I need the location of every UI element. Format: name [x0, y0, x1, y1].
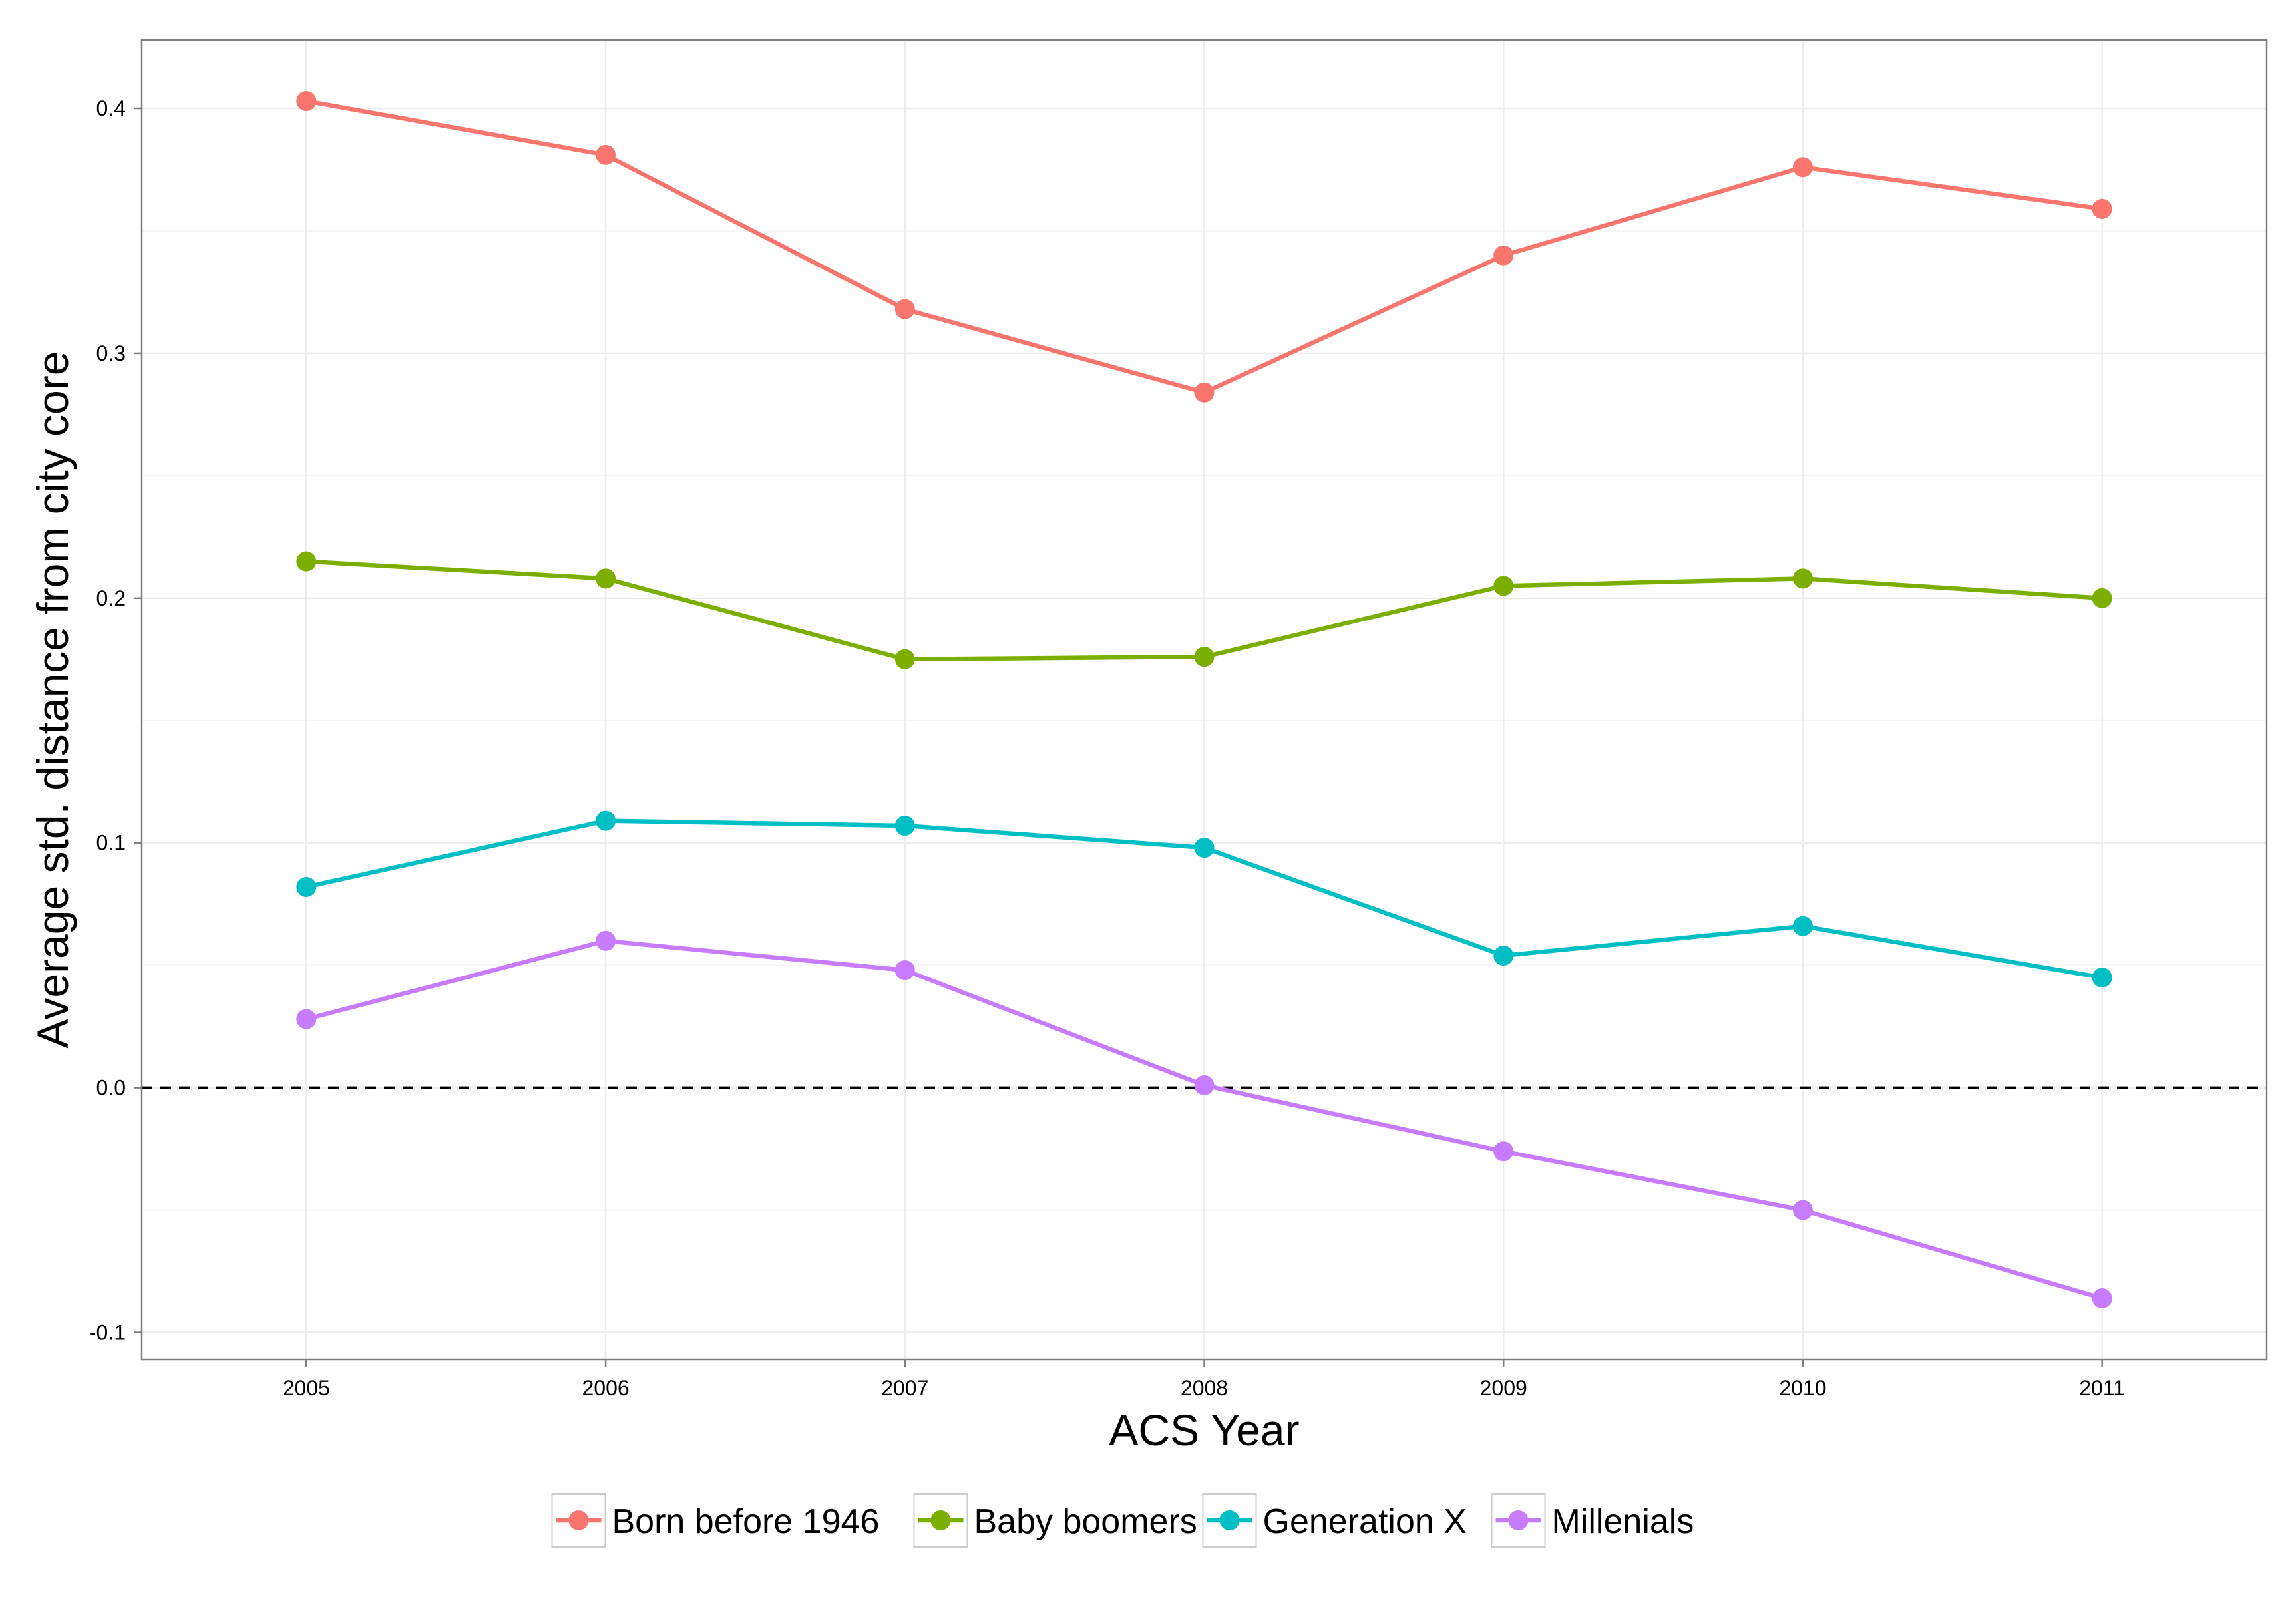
x-tick-label: 2007 — [881, 1376, 928, 1400]
data-point-generation-x-2008 — [1194, 838, 1215, 858]
legend: Born before 1946 Baby boomers Generation X… — [551, 1493, 1694, 1548]
series-group — [296, 90, 2112, 1309]
x-tick-label: 2009 — [1480, 1376, 1527, 1400]
data-point-born-before-1946-2005 — [296, 90, 317, 111]
legend-label: Generation X — [1263, 1503, 1467, 1541]
data-point-generation-x-2010 — [1792, 916, 1813, 936]
legend-key-point — [1508, 1510, 1529, 1530]
series-millenials — [296, 930, 2112, 1309]
data-point-millenials-2008 — [1194, 1075, 1215, 1095]
legend-label: Millenials — [1552, 1503, 1694, 1541]
y-tick-label: 0.2 — [96, 586, 126, 610]
data-point-generation-x-2011 — [2092, 968, 2112, 988]
data-point-baby-boomers-2011 — [2092, 588, 2112, 608]
data-point-millenials-2010 — [1792, 1200, 1813, 1220]
legend-label: Baby boomers — [974, 1503, 1197, 1541]
legend-key-point — [568, 1510, 589, 1530]
data-point-baby-boomers-2005 — [296, 551, 317, 572]
x-tick-label: 2005 — [283, 1376, 330, 1400]
y-axis: -0.1 0.0 0.1 0.2 0.3 0.4 — [89, 96, 142, 1345]
legend-item-born-before-1946: Born before 1946 — [551, 1493, 880, 1548]
data-point-baby-boomers-2006 — [596, 568, 616, 589]
y-tick-label: 0.0 — [96, 1076, 126, 1100]
x-axis-title: ACS Year — [1109, 1405, 1299, 1455]
data-point-baby-boomers-2010 — [1792, 568, 1813, 589]
data-point-generation-x-2005 — [296, 876, 317, 897]
series-born-before-1946 — [296, 90, 2112, 403]
x-axis: 2005 2006 2007 2008 2009 2010 2011 — [283, 1359, 2125, 1400]
y-tick-label: 0.4 — [96, 96, 126, 120]
data-point-millenials-2009 — [1493, 1141, 1514, 1162]
data-point-millenials-2007 — [894, 960, 915, 981]
major-gridlines — [142, 40, 2267, 1359]
x-tick-label: 2008 — [1181, 1376, 1228, 1400]
data-point-generation-x-2009 — [1493, 945, 1514, 966]
y-tick-label: -0.1 — [89, 1321, 126, 1345]
data-point-baby-boomers-2009 — [1493, 576, 1514, 596]
x-tick-label: 2010 — [1779, 1376, 1826, 1400]
data-point-born-before-1946-2010 — [1792, 157, 1813, 178]
data-point-born-before-1946-2007 — [894, 299, 915, 319]
data-point-millenials-2011 — [2092, 1288, 2112, 1309]
legend-item-millenials: Millenials — [1491, 1493, 1694, 1548]
series-baby-boomers — [296, 551, 2112, 669]
data-point-born-before-1946-2008 — [1194, 382, 1215, 403]
legend-item-baby-boomers: Baby boomers — [913, 1493, 1197, 1548]
data-point-baby-boomers-2008 — [1194, 647, 1215, 667]
legend-item-generation-x: Generation X — [1202, 1493, 1467, 1548]
series-generation-x — [296, 810, 2112, 988]
y-tick-label: 0.1 — [96, 831, 126, 855]
data-point-baby-boomers-2007 — [894, 649, 915, 669]
data-point-born-before-1946-2011 — [2092, 198, 2112, 219]
legend-key-point — [930, 1510, 951, 1530]
legend-label: Born before 1946 — [612, 1503, 880, 1541]
y-axis-title: Average std. distance from city core — [28, 351, 77, 1049]
data-point-generation-x-2007 — [894, 815, 915, 836]
data-point-millenials-2006 — [596, 930, 616, 951]
y-tick-label: 0.3 — [96, 341, 126, 365]
data-point-millenials-2005 — [296, 1009, 317, 1029]
data-point-generation-x-2006 — [596, 810, 616, 831]
x-tick-label: 2011 — [2079, 1376, 2125, 1400]
x-tick-label: 2006 — [582, 1376, 629, 1400]
data-point-born-before-1946-2009 — [1493, 245, 1514, 266]
legend-key-point — [1219, 1510, 1240, 1530]
data-point-born-before-1946-2006 — [596, 144, 616, 165]
